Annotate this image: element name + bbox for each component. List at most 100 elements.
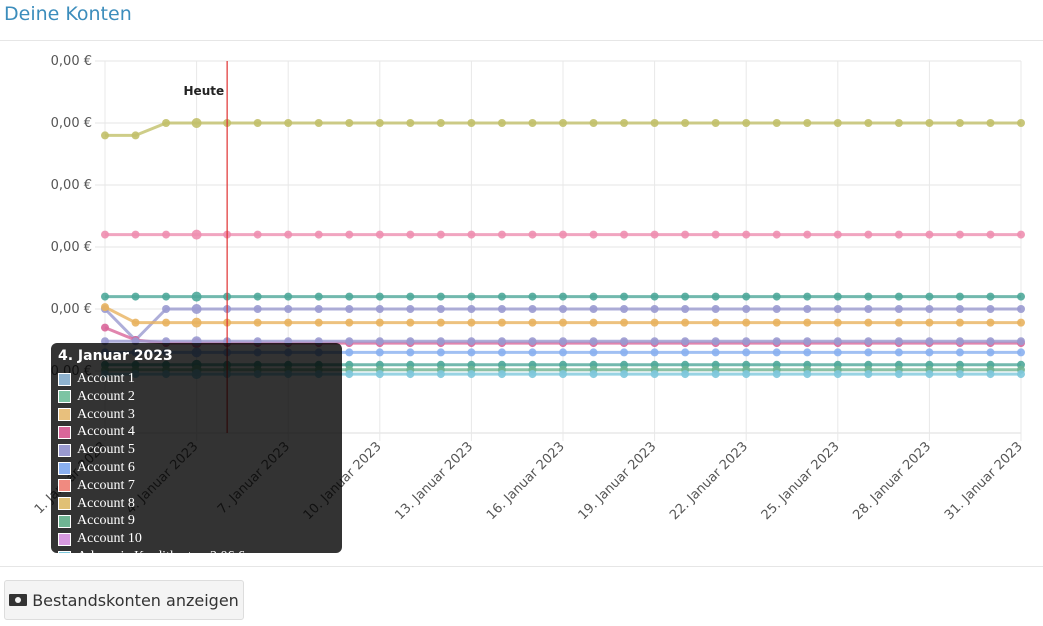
data-point [711, 370, 720, 379]
tooltip-item-label: Account 4 [77, 424, 135, 440]
data-point [955, 370, 964, 379]
money-bill-icon [9, 594, 28, 606]
data-point [620, 337, 629, 346]
data-point [375, 370, 384, 379]
data-point [681, 348, 690, 357]
data-point [559, 370, 567, 379]
data-point [589, 119, 598, 127]
data-point [925, 348, 934, 357]
data-point [772, 370, 781, 379]
data-point [528, 337, 537, 346]
data-point [650, 292, 659, 301]
data-point [528, 230, 537, 239]
data-point [803, 305, 812, 313]
data-point [559, 119, 567, 127]
tooltip-item: Account 2 [58, 388, 135, 406]
data-point [375, 292, 384, 301]
data-point [986, 230, 995, 239]
data-point [467, 318, 476, 327]
data-point [1017, 305, 1025, 313]
tooltip-title: 4. Januar 2023 [58, 348, 173, 364]
data-point [528, 370, 537, 379]
data-point [345, 305, 354, 313]
data-point [436, 337, 445, 346]
data-point [253, 292, 262, 301]
data-point [955, 230, 964, 239]
data-point [1017, 337, 1025, 346]
x-tick-label: 22. Januar 2023 [667, 439, 751, 523]
data-point [559, 230, 567, 239]
data-point [681, 230, 690, 239]
legend-swatch [58, 390, 71, 404]
data-point [864, 370, 873, 379]
tooltip-item: Account 4 [58, 423, 135, 441]
data-point [894, 119, 903, 127]
legend-swatch [58, 497, 71, 511]
data-point [711, 119, 720, 127]
data-point [772, 119, 781, 127]
data-point [589, 348, 598, 357]
data-point [864, 348, 873, 357]
x-tick-label: 25. Januar 2023 [759, 439, 843, 523]
data-point [711, 230, 720, 239]
data-point [803, 119, 812, 127]
data-point [253, 318, 262, 327]
data-point [620, 318, 629, 327]
show-asset-accounts-button[interactable]: Bestandskonten anzeigen [4, 580, 244, 620]
data-point [742, 348, 751, 357]
data-point [162, 305, 171, 313]
data-point [833, 119, 842, 127]
data-point [406, 305, 415, 313]
data-point [528, 292, 537, 301]
tooltip-item: Advanzia Kreditkarte: -2.06 6 [58, 548, 245, 553]
data-point [650, 119, 659, 127]
data-point [528, 348, 537, 357]
tooltip-item-label: Account 6 [77, 460, 135, 475]
data-point [650, 318, 659, 327]
data-point [986, 370, 995, 379]
data-point [497, 119, 506, 127]
data-point [803, 348, 812, 357]
legend-swatch [58, 425, 71, 439]
data-point [406, 292, 415, 301]
data-point [986, 119, 995, 127]
tooltip-item: Account 7 [58, 477, 135, 495]
data-point [894, 337, 903, 346]
data-point [589, 337, 598, 346]
data-point [620, 348, 629, 357]
tooltip-item: Account 5 [58, 441, 135, 459]
data-point [894, 292, 903, 301]
data-point [1017, 318, 1025, 327]
data-point [559, 348, 567, 357]
data-point [406, 119, 415, 127]
data-point [742, 337, 751, 346]
data-point [284, 230, 293, 239]
data-point [101, 303, 109, 312]
data-point [742, 370, 751, 379]
data-point [1017, 292, 1025, 301]
data-point [406, 318, 415, 327]
data-point [559, 337, 567, 346]
data-point [925, 318, 934, 327]
data-point [191, 229, 202, 240]
data-point [864, 318, 873, 327]
data-point [162, 230, 171, 239]
legend-swatch [58, 514, 71, 528]
data-point [131, 292, 140, 301]
data-point [742, 230, 751, 239]
data-point [1017, 119, 1025, 127]
tooltip-item: Account 9 [58, 512, 135, 530]
data-point [772, 318, 781, 327]
data-point [345, 119, 354, 127]
data-point [497, 348, 506, 357]
legend-swatch [58, 550, 71, 553]
data-point [681, 119, 690, 127]
data-point [955, 119, 964, 127]
tooltip-item-label: Account 10 [77, 531, 142, 547]
data-point [772, 337, 781, 346]
data-point [681, 337, 690, 346]
data-point [497, 318, 506, 327]
data-point [467, 348, 476, 357]
data-point [436, 348, 445, 357]
data-point [955, 337, 964, 346]
